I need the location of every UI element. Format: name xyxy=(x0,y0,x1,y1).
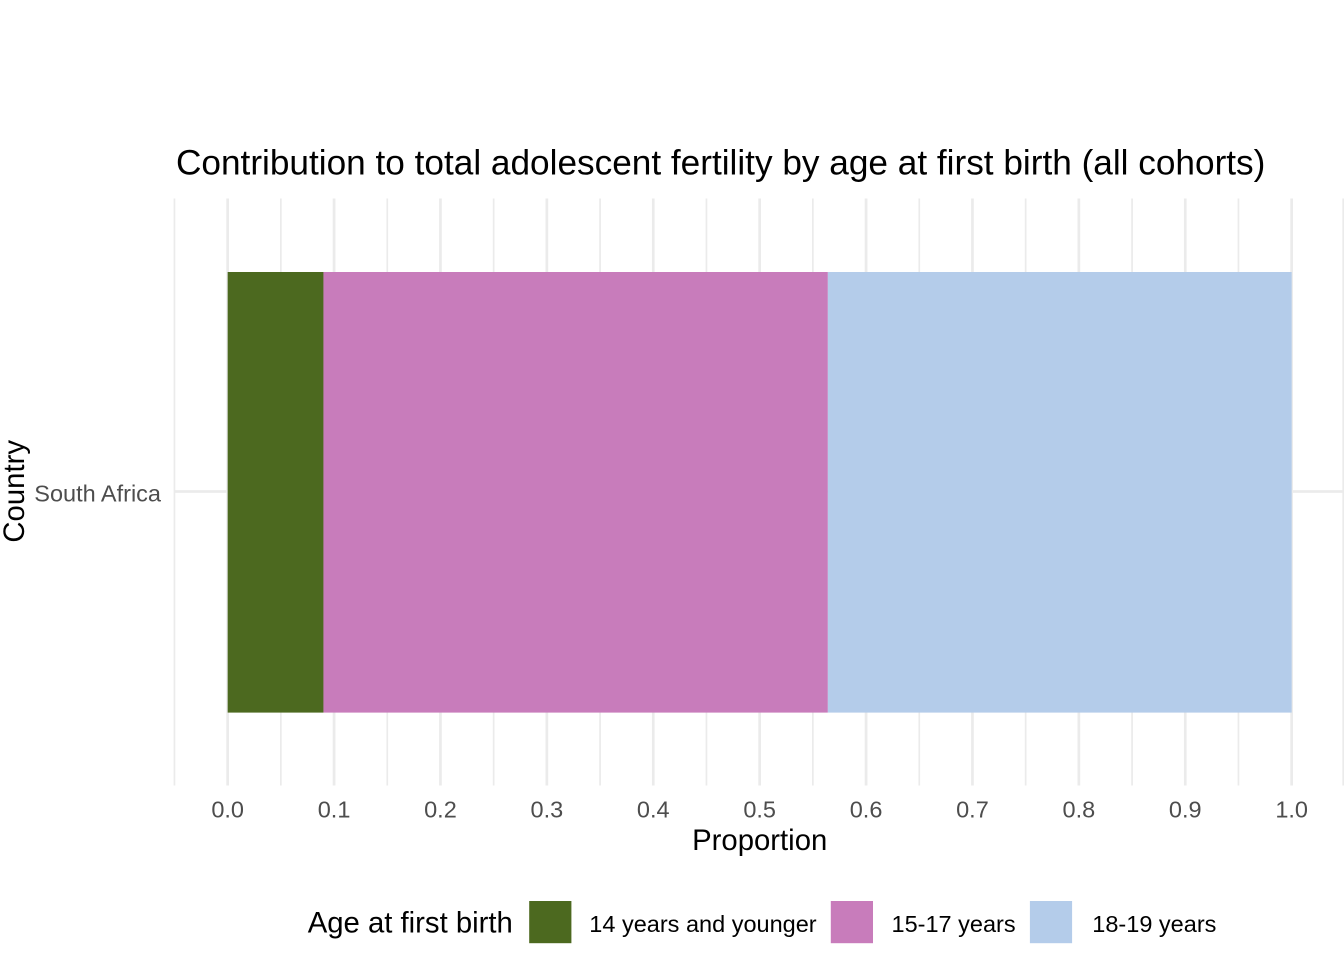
svg-text:0.3: 0.3 xyxy=(531,797,564,823)
svg-text:18-19 years: 18-19 years xyxy=(1092,911,1216,937)
svg-text:Proportion: Proportion xyxy=(692,824,827,857)
svg-text:South Africa: South Africa xyxy=(34,480,162,506)
svg-text:0.9: 0.9 xyxy=(1169,797,1202,823)
svg-text:0.8: 0.8 xyxy=(1063,797,1096,823)
svg-text:Contribution to total adolesce: Contribution to total adolescent fertili… xyxy=(176,144,1265,183)
svg-text:0.7: 0.7 xyxy=(956,797,989,823)
svg-text:Age at first birth: Age at first birth xyxy=(308,906,513,939)
svg-text:0.0: 0.0 xyxy=(211,797,244,823)
svg-text:0.4: 0.4 xyxy=(637,797,670,823)
svg-text:0.6: 0.6 xyxy=(850,797,883,823)
svg-text:Country: Country xyxy=(0,440,31,543)
svg-text:14 years and younger: 14 years and younger xyxy=(589,911,816,937)
svg-text:0.5: 0.5 xyxy=(743,797,776,823)
svg-text:15-17 years: 15-17 years xyxy=(892,911,1016,937)
svg-text:1.0: 1.0 xyxy=(1275,797,1308,823)
svg-text:0.1: 0.1 xyxy=(318,797,351,823)
svg-text:0.2: 0.2 xyxy=(424,797,457,823)
